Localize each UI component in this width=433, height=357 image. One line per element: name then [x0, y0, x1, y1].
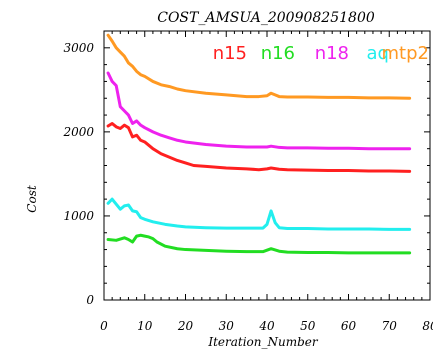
- series-layer: [106, 33, 412, 255]
- x-tick-label: 80: [422, 319, 433, 333]
- x-tick-label: 0: [100, 319, 108, 333]
- legend-entry-n16: n16: [261, 43, 295, 64]
- tick-labels: 0 10 20 30 40 50 60 70 80 0 1000 2000 3000: [62, 41, 433, 333]
- legend-entry-n15: n15: [213, 43, 247, 64]
- x-tick-label: 70: [382, 319, 398, 333]
- legend-entry-mtp2: mtp2: [382, 43, 429, 64]
- major-ticks: [103, 31, 431, 301]
- y-tick-label: 1000: [63, 209, 94, 223]
- x-tick-label: 20: [177, 319, 194, 333]
- x-tick-label: 10: [137, 319, 153, 333]
- series-line-n16: [106, 233, 412, 255]
- y-tick-label: 3000: [63, 41, 94, 55]
- series-line-n15: [106, 121, 412, 173]
- legend-entry-n18: n18: [315, 43, 349, 64]
- x-tick-label: 60: [341, 319, 357, 333]
- series-line-mtp2: [106, 33, 412, 100]
- y-axis-label: Cost: [25, 185, 39, 213]
- y-tick-label: 0: [86, 293, 94, 307]
- legend-entry-aq: aq: [367, 43, 389, 64]
- x-tick-label: 50: [300, 319, 316, 333]
- plot-frame: [103, 30, 431, 301]
- series-line-aq: [106, 197, 412, 231]
- y-tick-label: 2000: [62, 125, 94, 139]
- x-axis-label: Iteration_Number: [207, 335, 319, 349]
- x-tick-label: 40: [258, 319, 275, 333]
- chart-title: COST_AMSUA_200908251800: [157, 10, 375, 26]
- minor-ticks: [104, 30, 430, 300]
- series-line-n18: [106, 71, 412, 151]
- x-tick-label: 30: [219, 319, 235, 333]
